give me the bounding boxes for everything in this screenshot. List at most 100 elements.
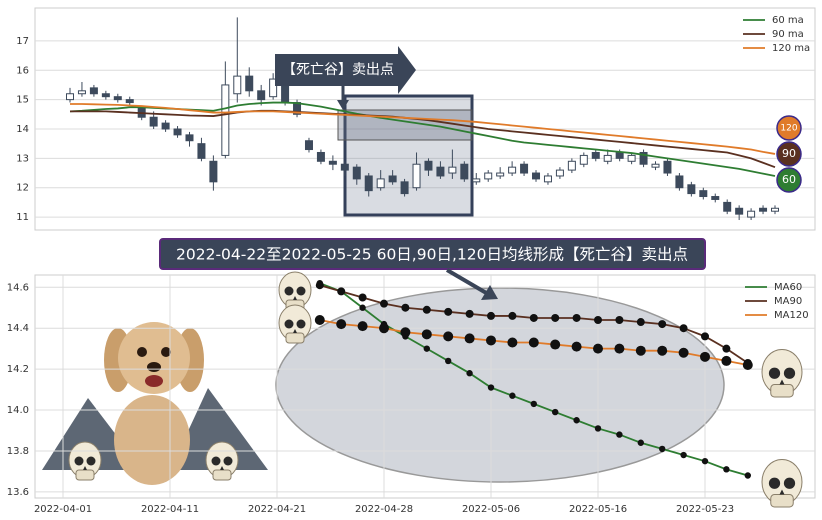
candle-body bbox=[567, 160, 576, 171]
skull-eye bbox=[296, 319, 306, 329]
series-point bbox=[593, 343, 603, 354]
annotation-arrowhead bbox=[337, 100, 349, 110]
series-point bbox=[614, 343, 625, 354]
series-point bbox=[552, 408, 559, 416]
series-point bbox=[444, 307, 453, 316]
skull-jaw bbox=[770, 494, 794, 508]
series-point bbox=[572, 313, 581, 322]
series-point bbox=[464, 333, 475, 344]
series-point bbox=[314, 315, 325, 326]
series-point bbox=[658, 320, 667, 329]
candle-body bbox=[185, 134, 194, 142]
candle-body bbox=[352, 166, 361, 180]
skull-eye bbox=[74, 456, 84, 466]
series-point bbox=[550, 339, 561, 350]
candle-body bbox=[364, 175, 373, 192]
candle-body bbox=[603, 154, 612, 162]
candle-body bbox=[747, 210, 756, 218]
candle-body bbox=[197, 143, 206, 159]
series-point bbox=[529, 313, 538, 322]
legend-label: 120 ma bbox=[772, 43, 810, 54]
legend-label: 60 ma bbox=[772, 15, 804, 26]
candle-body bbox=[316, 151, 325, 162]
skull-nose bbox=[220, 466, 224, 470]
candle-body bbox=[101, 93, 110, 98]
candle-body bbox=[687, 184, 696, 195]
candle-body bbox=[759, 207, 768, 212]
series-point bbox=[337, 287, 346, 296]
title-arrowhead bbox=[481, 285, 498, 300]
dog-eye bbox=[161, 347, 171, 357]
candle-body bbox=[460, 163, 469, 180]
series-point bbox=[530, 400, 537, 408]
highlight-inner bbox=[337, 109, 473, 141]
x-tick-label: 2022-04-01 bbox=[34, 504, 92, 515]
dog-eye bbox=[137, 347, 147, 357]
skull-nose bbox=[83, 466, 87, 470]
candle-body bbox=[532, 172, 541, 180]
series-point bbox=[528, 337, 539, 348]
skull-eye bbox=[223, 456, 233, 466]
series-point bbox=[423, 345, 430, 352]
series-point bbox=[680, 451, 687, 459]
candle-body bbox=[113, 96, 122, 101]
candle-body bbox=[66, 93, 74, 101]
series-point bbox=[380, 299, 388, 308]
candle-body bbox=[591, 151, 600, 159]
x-tick-label: 2022-04-11 bbox=[141, 504, 199, 515]
y-tick-label: 14.2 bbox=[7, 364, 29, 375]
candle-body bbox=[233, 75, 242, 95]
candle-body bbox=[257, 90, 266, 101]
y-tick-label: 15 bbox=[16, 95, 29, 106]
series-point bbox=[637, 439, 644, 446]
candle-body bbox=[723, 201, 732, 212]
candle-body bbox=[221, 84, 230, 156]
end-label-badge bbox=[776, 115, 802, 141]
skull-eye bbox=[783, 367, 796, 379]
highlight-ellipse bbox=[275, 287, 725, 483]
series-point bbox=[679, 324, 688, 333]
skull-jaw bbox=[75, 469, 95, 481]
top-layer: 11 12 13 14 15 16 17 60 90 120 60 ma 90 ma 120 ma 【死亡… bbox=[16, 15, 815, 223]
candle-body bbox=[627, 154, 636, 162]
skull-nose bbox=[293, 329, 297, 333]
series-point bbox=[400, 327, 411, 338]
x-tick-label: 2022-05-06 bbox=[462, 504, 520, 515]
y-tick-label: 13.6 bbox=[7, 487, 29, 498]
skull-jaw bbox=[285, 332, 305, 344]
series-point bbox=[315, 281, 324, 290]
annotation-box bbox=[275, 46, 416, 94]
series-point bbox=[465, 309, 474, 318]
x-tick-label: 2022-04-21 bbox=[248, 504, 306, 515]
skull-eye bbox=[86, 456, 96, 466]
series-point bbox=[508, 311, 517, 320]
series-point bbox=[379, 323, 389, 334]
candle-body bbox=[699, 190, 708, 198]
series-point bbox=[615, 316, 624, 325]
y-tick-label: 13 bbox=[16, 153, 29, 164]
series-point bbox=[721, 355, 732, 366]
candle-body bbox=[639, 151, 648, 165]
candle-body bbox=[245, 75, 254, 92]
series-point bbox=[594, 425, 602, 432]
end-label-badge bbox=[776, 167, 802, 193]
candle-body bbox=[496, 172, 505, 177]
candle-body bbox=[269, 78, 278, 98]
series-point bbox=[723, 466, 730, 473]
candle-body bbox=[675, 175, 684, 189]
series-point bbox=[486, 335, 496, 346]
legend-label: MA120 bbox=[774, 310, 809, 321]
legend-label: MA90 bbox=[774, 296, 802, 307]
series-point bbox=[445, 357, 452, 365]
mountain bbox=[42, 398, 135, 470]
dog-mouth bbox=[145, 375, 163, 387]
chart-title: 2022-04-22至2022-05-25 60日,90日,120日均线形成【死… bbox=[176, 246, 688, 264]
y-tick-label: 14 bbox=[16, 124, 29, 135]
skull-nose bbox=[293, 296, 297, 300]
skull-jaw bbox=[770, 384, 794, 398]
series-point bbox=[659, 445, 666, 453]
series-point bbox=[701, 457, 709, 465]
series-point bbox=[616, 431, 623, 438]
